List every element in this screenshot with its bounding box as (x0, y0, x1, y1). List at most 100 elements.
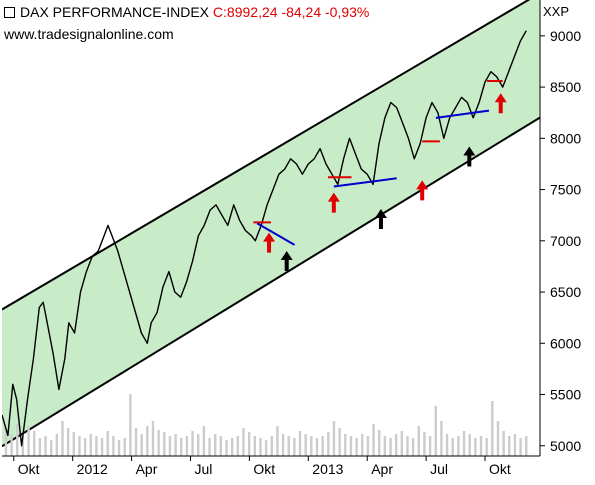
volume-bar (236, 436, 240, 456)
volume-bar (502, 431, 505, 456)
volume-bar (378, 430, 381, 456)
volume-bar (468, 434, 471, 456)
volume-bar (310, 436, 313, 456)
volume-bar (66, 428, 70, 456)
price-series-line (2, 30, 527, 447)
volume-bar (508, 436, 511, 456)
volume-bar (242, 428, 245, 456)
x-tick-label: 2013 (312, 461, 343, 477)
up-arrow-black-icon (463, 146, 476, 167)
volume-bar (474, 438, 477, 456)
volume-bar (129, 394, 132, 456)
y-tick-label: 6000 (550, 335, 581, 351)
volume-bar (55, 434, 59, 456)
volume-bar (287, 436, 290, 456)
volume-bar (417, 426, 420, 456)
channel-lower-line (2, 116, 540, 448)
volume-bar (519, 438, 522, 456)
volume-bar (457, 436, 460, 456)
y-tick-label: 7000 (550, 233, 581, 249)
volume-bar (83, 438, 87, 456)
volume-bar (157, 430, 160, 456)
y-tick-label: 9000 (550, 28, 581, 44)
volume-bar (349, 436, 353, 456)
up-arrow-red-icon (327, 192, 340, 213)
volume-bar (276, 426, 279, 456)
volume-bar (174, 434, 177, 456)
volume-bar (117, 440, 121, 456)
up-arrow-red-icon (263, 232, 276, 253)
volume-bar (440, 421, 443, 456)
source-url[interactable]: www.tradesignalonline.com (4, 26, 174, 42)
volume-bar (428, 436, 432, 456)
volume-bar (293, 438, 296, 456)
y-tick-label: 5000 (550, 438, 581, 454)
volume-bar (134, 428, 138, 456)
volume-bar (10, 434, 13, 456)
x-tick-label: Okt (253, 461, 275, 477)
volume-bar (72, 432, 75, 456)
checkbox-icon[interactable] (4, 7, 15, 18)
channel-fill (2, 0, 540, 447)
volume-bar (264, 440, 268, 456)
volume-bar (513, 434, 517, 456)
volume-bar (140, 434, 143, 456)
volume-bar (338, 428, 341, 456)
x-tick-label: 2012 (77, 461, 108, 477)
index-name: DAX PERFORMANCE-INDEX (20, 4, 210, 20)
volume-bar (315, 438, 319, 456)
volume-bar (27, 426, 30, 456)
volume-bar (202, 426, 206, 456)
volume-bar (394, 434, 398, 456)
volume-bar (208, 438, 211, 456)
volume-bar (33, 431, 36, 456)
volume-bar (191, 431, 194, 456)
up-arrow-black-icon (374, 209, 387, 230)
y-tick-label: 6500 (550, 284, 581, 300)
volume-bar (213, 434, 217, 456)
x-tick-label: Jul (194, 461, 212, 477)
up-arrow-black-icon (280, 251, 293, 272)
up-arrow-red-icon (416, 180, 429, 201)
volume-bar (44, 436, 47, 456)
x-tick-label: Apr (136, 461, 158, 477)
volume-bar (49, 440, 53, 456)
volume-bar (168, 436, 172, 456)
volume-bar (123, 438, 126, 456)
volume-bar (434, 406, 437, 456)
volume-bar (355, 438, 358, 456)
y-tick-label: 8500 (550, 79, 581, 95)
volume-bar (78, 436, 81, 456)
volume-bar (361, 434, 364, 456)
symbol-label: XXP (543, 4, 570, 19)
volume-bar (230, 438, 234, 456)
volume-bar (423, 432, 426, 456)
x-tick-label: Apr (371, 461, 393, 477)
volume-bar (247, 432, 251, 456)
volume-bar (16, 424, 19, 456)
volume-bar (259, 438, 262, 456)
volume-bar (389, 438, 392, 456)
volume-bar (61, 421, 64, 456)
trend-line-blue (435, 109, 490, 119)
volume-bar (525, 436, 528, 456)
up-arrow-red-icon (494, 93, 507, 114)
chart-title: DAX PERFORMANCE-INDEX C:8992,24 -84,24 -… (4, 4, 369, 20)
volume-bar (491, 401, 494, 456)
volume-bar (21, 436, 25, 456)
volume-bar (4, 428, 8, 456)
trend-line-blue (256, 222, 296, 246)
volume-bar (383, 436, 387, 456)
volume-bar (298, 431, 302, 456)
volume-bar (95, 436, 98, 456)
volume-bar (411, 438, 415, 456)
volume-bar (106, 431, 109, 456)
volume-bar (219, 436, 223, 456)
volume-bar (38, 438, 42, 456)
volume-bar (406, 436, 409, 456)
x-tick-label: Jul (430, 461, 448, 477)
volume-bar (496, 421, 500, 456)
volume-bar (270, 436, 273, 456)
